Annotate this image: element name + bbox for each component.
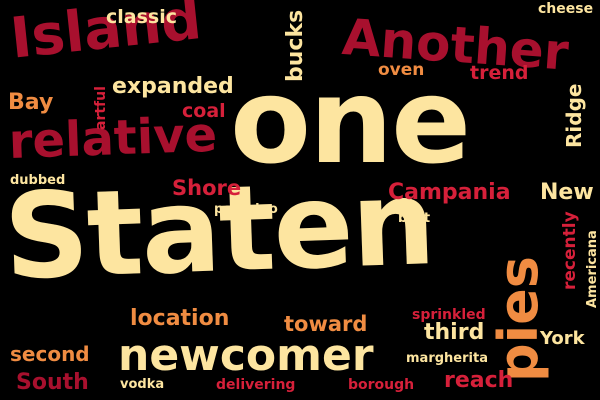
word-classic: classic xyxy=(106,6,177,28)
word-another: Another xyxy=(340,8,571,82)
word-recently: recently xyxy=(560,211,580,290)
word-oven: oven xyxy=(378,60,425,80)
word-americana: Americana xyxy=(585,230,600,308)
word-sprinkled: sprinkled xyxy=(412,307,486,323)
word-york: York xyxy=(540,328,585,349)
word-coal: coal xyxy=(182,100,226,122)
word-bay: Bay xyxy=(8,90,54,115)
word-best: best xyxy=(398,211,431,226)
word-south: South xyxy=(16,370,89,395)
word-new: New xyxy=(540,180,594,205)
word-vodka: vodka xyxy=(120,377,165,392)
word-shore: Shore xyxy=(172,176,242,200)
word-pies: pies xyxy=(487,256,550,382)
word-expanded: expanded xyxy=(112,74,234,99)
word-second: second xyxy=(10,342,90,366)
word-margherita: margherita xyxy=(406,351,488,366)
word-trend: trend xyxy=(470,62,529,84)
word-location: location xyxy=(130,306,230,331)
word-cheese: cheese xyxy=(538,1,594,17)
word-newcomer: newcomer xyxy=(118,330,374,381)
word-dubbed: dubbed xyxy=(10,173,66,188)
word-third: third xyxy=(424,320,485,345)
word-pecorino: pecorino xyxy=(214,202,278,217)
word-one: one xyxy=(230,52,471,190)
word-borough: borough xyxy=(348,377,415,393)
word-ridge: Ridge xyxy=(562,83,586,148)
word-toward: toward xyxy=(284,312,368,336)
word-reach: reach xyxy=(444,368,514,393)
word-bucks: bucks xyxy=(283,9,308,82)
word-campania: Campania xyxy=(388,180,511,205)
word-artful: artful xyxy=(93,86,109,130)
word-delivering: delivering xyxy=(216,377,296,393)
